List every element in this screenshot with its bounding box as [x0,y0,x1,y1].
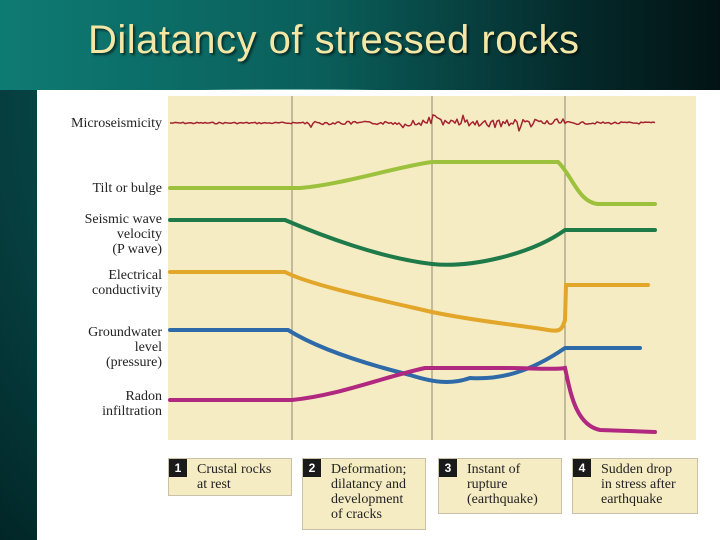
phase-panel-3: 3 Instant of rupture (earthquake) [438,458,562,514]
row-label-microseismicity: Microseismicity [71,116,162,131]
phase-text-4: Sudden drop in stress after earthquake [601,462,676,507]
electrical-conductivity-curve [168,270,650,333]
row-label-radon: Radon infiltration [102,389,162,419]
phase-text-3: Instant of rupture (earthquake) [467,462,538,507]
phase-number-3: 3 [439,459,457,477]
phase-panel-2: 2 Deformation; dilatancy and development… [302,458,426,530]
row-label-seismic-velocity: Seismic wave velocity (P wave) [84,212,162,257]
phase-number-1: 1 [169,459,187,477]
row-label-groundwater: Groundwater level (pressure) [88,325,162,370]
title-band [0,0,720,90]
phase-text-2: Deformation; dilatancy and development o… [331,462,407,522]
row-label-tilt: Tilt or bulge [92,181,163,196]
row-label-electrical-conductivity: Electrical conductivity [92,268,162,298]
phase-text-1: Crustal rocks at rest [197,462,272,492]
phase-number-4: 4 [573,459,591,477]
seismic-velocity-curve [168,218,657,267]
phase-panel-1: 1 Crustal rocks at rest [168,458,292,496]
phase-dividers [291,96,566,440]
radon-infiltration-curve [168,365,657,434]
microseismicity-curve [170,114,656,132]
phase-panel-4: 4 Sudden drop in stress after earthquake [572,458,698,514]
tilt-curve [168,160,657,206]
phase-number-2: 2 [303,459,321,477]
slide-title: Dilatancy of stressed rocks [88,18,580,62]
